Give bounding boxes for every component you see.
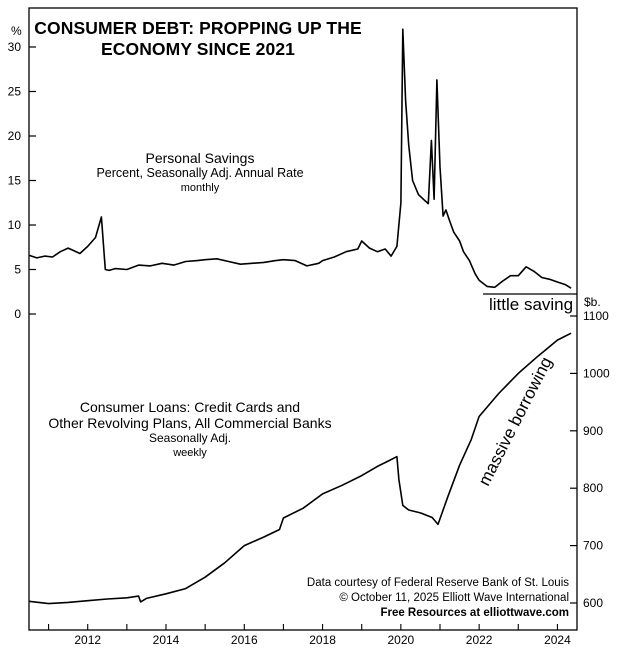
plot-frame (28, 7, 578, 631)
little-saving-annotation: little saving (489, 295, 573, 314)
savings-y-tick-label: 15 (8, 174, 22, 188)
savings-y-tick-label: 5 (14, 263, 21, 277)
loans-unit-label: $b. (584, 295, 601, 309)
chart-title-line1: CONSUMER DEBT: PROPPING UP THE (34, 18, 362, 38)
loans-label: Consumer Loans: Credit Cards and Other R… (30, 399, 350, 461)
x-tick-label: 2024 (544, 633, 571, 647)
savings-line (28, 28, 572, 289)
savings-axis: 0 5 10 15 20 25 30 (8, 40, 36, 321)
credit-line2: © October 11, 2025 Elliott Wave Internat… (339, 592, 569, 604)
savings-unit-label: % (11, 24, 22, 38)
loans-y-tick-label: 1100 (583, 309, 609, 323)
savings-y-tick-label: 30 (8, 40, 22, 54)
credit-block: Data courtesy of Federal Reserve Bank of… (307, 576, 569, 621)
x-tick-label: 2018 (309, 633, 336, 647)
chart-title-line2: ECONOMY SINCE 2021 (100, 39, 296, 59)
x-tick-label: 2022 (466, 633, 493, 647)
x-axis: 2012 2014 2016 2018 2020 2022 2024 (48, 624, 571, 647)
loans-label-line2: Other Revolving Plans, All Commercial Ba… (48, 415, 332, 431)
x-tick-label: 2016 (231, 633, 258, 647)
loans-y-tick-label: 1000 (583, 366, 610, 380)
x-tick-label: 2012 (74, 633, 101, 647)
loans-line (28, 332, 572, 605)
loans-y-tick-label: 900 (583, 424, 603, 438)
savings-label-line2: Percent, Seasonally Adj. Annual Rate (96, 166, 304, 180)
savings-y-tick-label: 25 (8, 85, 22, 99)
loans-y-tick-label: 800 (583, 481, 603, 495)
loans-y-tick-label: 700 (583, 539, 603, 553)
savings-label-line3: monthly (180, 182, 220, 194)
savings-label: Personal Savings Percent, Seasonally Adj… (60, 150, 340, 196)
savings-label-line1: Personal Savings (145, 150, 255, 166)
loans-label-line3: Seasonally Adj. (148, 431, 232, 445)
credit-line1: Data courtesy of Federal Reserve Bank of… (306, 577, 569, 589)
massive-borrowing-annotation: massive borrowing (475, 354, 556, 489)
savings-y-tick-label: 0 (14, 307, 21, 321)
chart-title: CONSUMER DEBT: PROPPING UP THE ECONOMY S… (8, 18, 388, 60)
loans-y-tick-label: 600 (583, 596, 603, 610)
credit-line3: Free Resources at elliottwave.com (380, 607, 569, 619)
x-tick-label: 2020 (388, 633, 415, 647)
loans-label-line1: Consumer Loans: Credit Cards and (79, 399, 301, 415)
savings-y-tick-label: 10 (8, 218, 22, 232)
savings-y-tick-label: 20 (8, 129, 22, 143)
x-tick-label: 2014 (153, 633, 180, 647)
loans-axis: 600 700 800 900 1000 1100 (570, 309, 610, 610)
loans-label-line4: weekly (173, 447, 207, 459)
